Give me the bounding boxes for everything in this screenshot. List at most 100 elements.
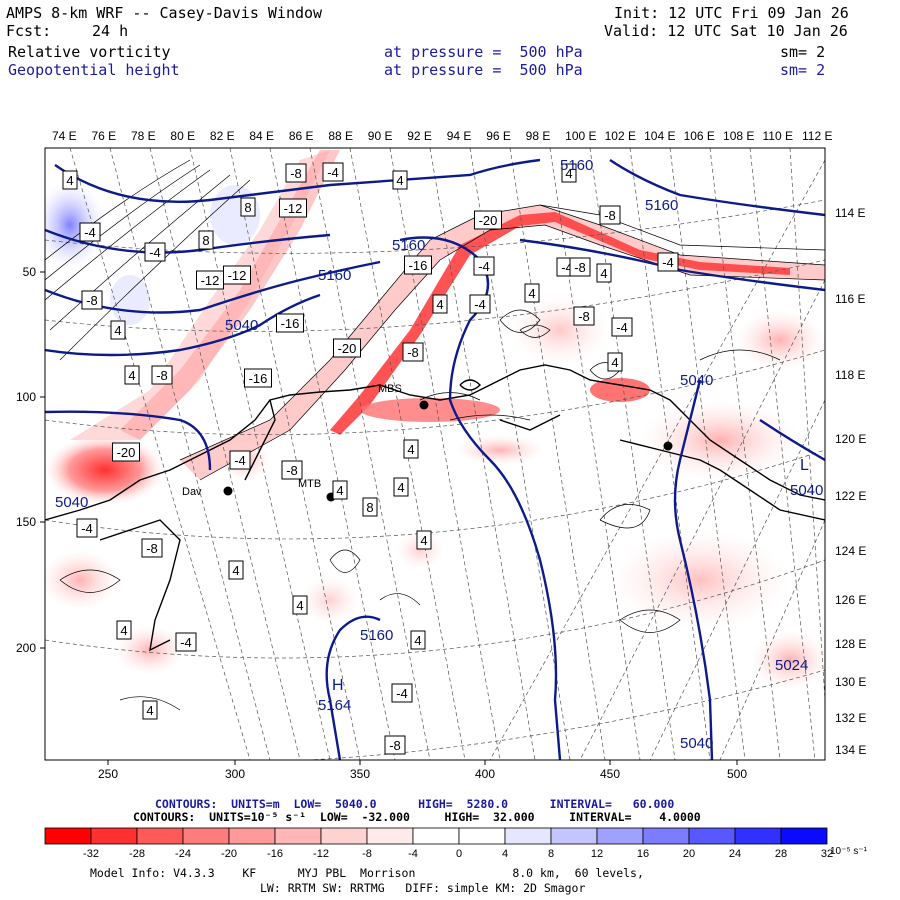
field1-level: at pressure = 500 hPa [384,43,583,61]
pressure-centers: HL [332,457,809,694]
svg-text:-4: -4 [234,453,246,468]
top-lon-label: 74 E [52,129,77,143]
svg-text:4: 4 [120,623,127,638]
height-contour-label: 5160 [645,197,678,214]
top-lon-label: 98 E [526,129,551,143]
svg-text:-8: -8 [146,541,158,556]
svg-text:-4: -4 [478,259,490,274]
vorticity-value-label: 4 [607,352,623,372]
svg-text:4: 4 [565,166,572,181]
height-contour-label: 5160 [560,157,593,174]
svg-text:4: 4 [528,286,535,301]
axis-ticks [40,271,738,765]
height-contour-label: 5040 [680,372,713,389]
top-lon-label: 92 E [407,129,432,143]
svg-text:4: 4 [600,266,607,281]
right-lon-label: 126 E [835,593,866,607]
y-axis-labels: 50 100 150 200 [16,265,36,655]
vorticity-value-label: -20 [474,210,502,230]
svg-text:-8: -8 [290,166,302,181]
vorticity-value-label: -20 [112,442,140,462]
svg-text:4: 4 [128,368,135,383]
vorticity-value-label: -8 [151,365,173,385]
pressure-center-label: H [332,677,344,694]
colorbar-tick-label: 20 [683,848,695,860]
right-lon-label: 120 E [835,432,866,446]
svg-text:-16: -16 [281,316,300,331]
colorbar-tick-label: -12 [313,848,329,860]
height-contour-label: 5160 [392,237,425,254]
field1-sm: sm= 2 [780,43,826,61]
svg-text:4: 4 [407,442,414,457]
vorticity-value-label: -8 [569,257,591,277]
vorticity-value-label: 4 [292,595,308,615]
vorticity-value-label: -4 [611,317,633,337]
colorbar-tick-label: 12 [591,848,603,860]
latlon-grid [45,148,825,760]
vorticity-value-label: -16 [404,255,432,275]
svg-text:4: 4 [114,323,121,338]
vorticity-value-label: 8 [198,230,214,250]
y-tick-label: 200 [16,641,36,655]
field1-name: Relative vorticity [8,43,171,61]
svg-text:-12: -12 [228,268,247,283]
vorticity-value-label: 4 [596,263,612,283]
coastline [45,364,825,652]
colorbar-tick-label: -24 [175,848,191,860]
svg-text:4: 4 [232,563,239,578]
vorticity-value-label: -16 [276,313,304,333]
top-lon-label: 80 E [170,129,195,143]
vorticity-value-label: -12 [279,198,307,218]
colorbar-tick-label: 4 [502,848,508,860]
svg-text:-8: -8 [604,208,616,223]
right-lon-label: 134 E [835,743,866,757]
svg-text:4: 4 [436,297,443,312]
plot-area [45,148,825,760]
svg-text:4: 4 [420,533,427,548]
svg-text:-4: -4 [84,225,96,240]
right-lon-label: 132 E [835,711,866,725]
vorticity-value-label: 4 [116,620,132,640]
vorticity-value-label: 4 [393,477,409,497]
colorbar-unit: 10⁻⁵ s⁻¹ [830,846,868,857]
vorticity-value-label: 4 [62,170,78,190]
height-contour-label: 5160 [318,267,351,284]
svg-text:-4: -4 [662,255,674,270]
station-labels: MBS Dav MTB [182,383,402,498]
top-lon-label: 100 E [565,129,596,143]
vorticity-value-label: 4 [561,163,577,183]
x-tick-label: 500 [727,767,747,781]
field2-level: at pressure = 500 hPa [384,61,583,79]
top-lon-label: 112 E [802,129,832,143]
station-dots [223,400,673,502]
vorticity-value-label: 4 [142,700,158,720]
top-lon-label: 84 E [249,129,274,143]
right-lon-label: 128 E [835,637,866,651]
vorticity-value-label: -12 [223,265,251,285]
right-lon-label: 118 E [835,368,865,382]
colorbar-swatch [182,827,230,845]
top-lon-label: 86 E [289,129,314,143]
svg-text:-4: -4 [81,521,93,536]
colorbar-swatch [458,827,506,845]
vorticity-value-label: -16 [244,368,272,388]
svg-text:4: 4 [397,480,404,495]
svg-text:-4: -4 [474,297,486,312]
height-contours [45,158,825,760]
height-contour-label: 5040 [680,735,713,752]
x-tick-label: 250 [98,767,118,781]
vorticity-value-label: -4 [144,242,166,262]
svg-text:8: 8 [366,500,373,515]
plot-frame [44,147,826,761]
svg-text:-4: -4 [561,260,573,275]
svg-text:4: 4 [396,173,403,188]
svg-text:-8: -8 [86,293,98,308]
top-longitude-labels: 74 E 76 E 78 E 80 E 82 E 84 E 86 E 88 E 90 E 92 E… [52,129,832,143]
colorbar-tick-label: -20 [221,848,237,860]
vorticity-value-label: 4 [403,439,419,459]
right-lon-label: 122 E [835,489,866,503]
height-contour-label: 5040 [790,482,823,499]
svg-text:-16: -16 [409,258,428,273]
svg-text:-8: -8 [578,309,590,324]
